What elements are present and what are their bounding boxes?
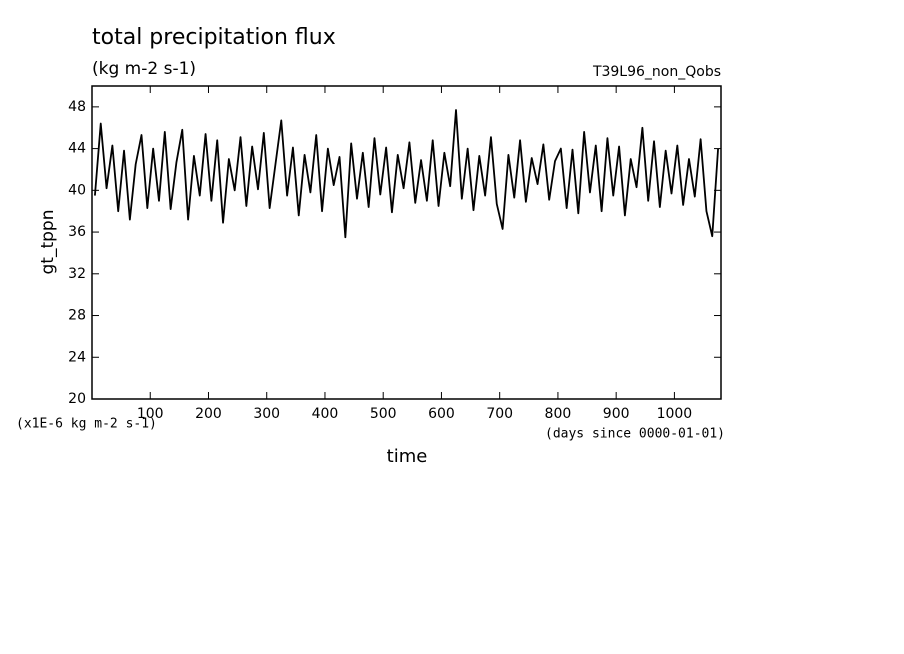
x-tick-label: 200 [195, 406, 222, 422]
y-tick-label: 36 [68, 224, 86, 240]
x-tick-label: 800 [545, 406, 572, 422]
annotation: T39L96_non_Qobs [592, 64, 721, 80]
data-line [94, 109, 719, 239]
x-tick-label: 600 [428, 406, 455, 422]
y-tick-label: 32 [68, 266, 86, 282]
x-tick-label: 1000 [657, 406, 693, 422]
y-tick-label: 40 [68, 182, 86, 198]
x-tick-label: 300 [253, 406, 280, 422]
x-tick-label: 900 [603, 406, 630, 422]
y-axis-label: gt_tppn [38, 210, 58, 275]
x-tick-label: 500 [370, 406, 397, 422]
chart-title: total precipitation flux [92, 25, 336, 50]
y-tick-label: 28 [68, 308, 86, 324]
x-tick-label: 700 [486, 406, 513, 422]
y-tick-label: 44 [68, 141, 86, 157]
y-units: (x1E-6 kg m-2 s-1) [16, 417, 157, 432]
x-tick-label: 100 [137, 406, 164, 422]
x-units: (days since 0000-01-01) [545, 427, 725, 442]
chart-subtitle: (kg m-2 s-1) [92, 59, 196, 79]
x-tick-label: 400 [312, 406, 339, 422]
y-tick-label: 48 [68, 99, 86, 115]
y-tick-label: 20 [68, 391, 86, 407]
plot-frame [91, 85, 722, 400]
x-axis-label: time [387, 446, 428, 467]
y-tick-label: 24 [68, 349, 86, 365]
